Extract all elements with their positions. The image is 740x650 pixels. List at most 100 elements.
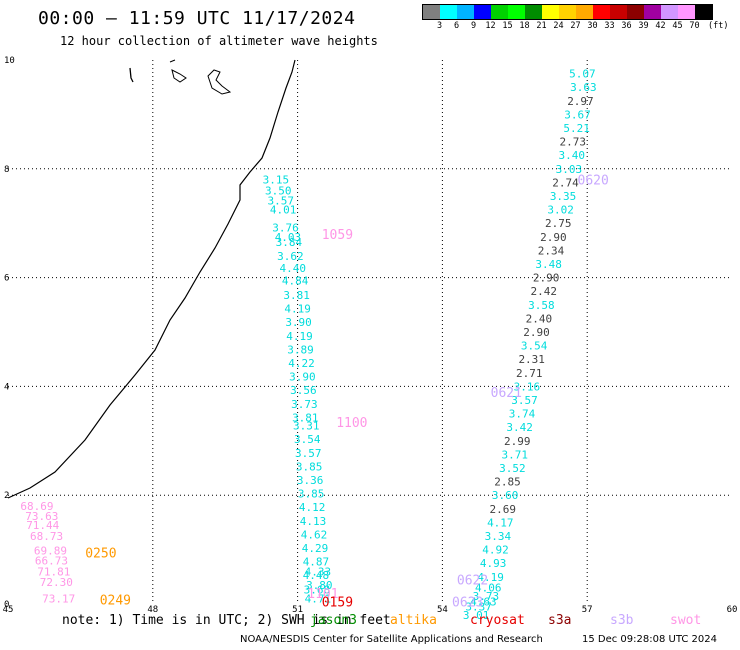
- wave-height-value: 2.69: [489, 503, 516, 516]
- wave-height-value: 3.58: [528, 299, 555, 312]
- wave-height-value: 68.73: [30, 530, 63, 543]
- color-swatch: [423, 5, 440, 19]
- coastline: [7, 59, 296, 499]
- wave-height-value: 3.84: [276, 236, 303, 249]
- wave-height-value: 3.73: [473, 590, 500, 603]
- wave-height-value: 3.74: [509, 408, 536, 421]
- wave-height-value: 2.42: [531, 285, 558, 298]
- y-tick-label: 4: [4, 382, 9, 392]
- satellite-legend-cryosat: cryosat: [470, 613, 525, 628]
- wave-height-value: 3.62: [277, 250, 304, 263]
- x-tick-label: 57: [582, 605, 593, 615]
- color-swatch: [644, 5, 661, 19]
- wave-height-value: 3.68: [304, 583, 331, 596]
- x-tick-label: 60: [727, 605, 738, 615]
- wave-height-value: 3.90: [285, 316, 312, 329]
- wave-height-value: 4.12: [299, 501, 326, 514]
- wave-height-value: 2.85: [494, 476, 521, 489]
- y-tick-label: 0: [4, 600, 9, 610]
- wave-height-value: 4.48: [303, 569, 330, 582]
- color-swatch: [525, 5, 542, 19]
- wave-height-value: 3.36: [297, 474, 324, 487]
- track-time-label: 0159: [322, 595, 353, 610]
- wave-height-value: 3.01: [463, 609, 490, 622]
- track-time-label: 0622: [457, 574, 488, 589]
- wave-height-value: 3.57: [511, 394, 538, 407]
- wave-height-value: 4.93: [480, 557, 507, 570]
- color-swatch: [661, 5, 678, 19]
- x-tick-label: 48: [147, 605, 158, 615]
- wave-height-value: 3.73: [291, 398, 318, 411]
- wave-height-value: 3.34: [485, 530, 512, 543]
- wave-height-value: 68.69: [20, 500, 53, 513]
- color-scale-label: 70: [689, 21, 700, 31]
- wave-height-value: 2.97: [567, 95, 594, 108]
- wave-height-value: 2.90: [523, 326, 550, 339]
- wave-height-value: 3.67: [564, 108, 591, 121]
- satellite-legend-altika: altika: [390, 613, 437, 628]
- wave-height-value: 2.34: [538, 244, 565, 257]
- wave-height-value: 4.03: [275, 231, 302, 244]
- wave-height-value: 5.21: [563, 122, 590, 135]
- color-scale-bar: [422, 4, 713, 20]
- wave-height-value: 3.15: [263, 174, 290, 187]
- satellite-legend-swot: swot: [670, 613, 702, 628]
- credit-line: NOAA/NESDIS Center for Satellite Applica…: [240, 634, 543, 645]
- track-time-label: 1101: [307, 587, 338, 602]
- wave-height-value: 3.50: [265, 185, 292, 198]
- grid-lines: [8, 60, 732, 604]
- island-1: [129, 67, 134, 83]
- color-scale-label: 45: [672, 21, 683, 31]
- wave-height-value: 4.13: [300, 515, 327, 528]
- color-scale-label: 39: [638, 21, 649, 31]
- wave-height-value: 3.52: [499, 462, 526, 475]
- color-swatch: [695, 5, 712, 19]
- wave-height-value: 71.81: [37, 565, 70, 578]
- color-swatch: [678, 5, 695, 19]
- wave-height-value: 3.71: [502, 448, 529, 461]
- track-time-label: 0621: [491, 386, 522, 401]
- color-swatch: [542, 5, 559, 19]
- wave-height-value: 66.73: [35, 554, 68, 567]
- wave-height-value: 4.17: [487, 516, 514, 529]
- wave-height-value: 3.31: [293, 420, 320, 433]
- color-scale-label: 30: [587, 21, 598, 31]
- color-scale-label: 6: [453, 21, 460, 31]
- axis-tick-labels: 45 48 51 54 57 60 0 2 4 6 8 10: [3, 56, 738, 615]
- satellite-legend-s3a: s3a: [548, 613, 572, 628]
- wave-height-value: 3.40: [559, 149, 586, 162]
- track-time-label: 1059: [322, 228, 353, 243]
- color-scale-unit: (ft): [708, 21, 729, 31]
- color-scale-label: 24: [553, 21, 564, 31]
- wave-height-value: 4.71: [305, 593, 332, 606]
- wave-height-value: 2.71: [516, 367, 543, 380]
- wave-height-value: 4.92: [482, 544, 509, 557]
- track-time-label: 0620: [578, 174, 609, 189]
- wave-height-value: 4.06: [475, 582, 502, 595]
- wave-height-value: 3.56: [290, 384, 317, 397]
- color-swatch: [491, 5, 508, 19]
- wave-height-value: 4.22: [288, 357, 315, 370]
- wave-height-value: 3.57: [295, 447, 322, 460]
- track-time-label: 0250: [85, 546, 116, 561]
- wave-height-value: 3.42: [506, 421, 533, 434]
- color-swatch: [593, 5, 610, 19]
- wave-height-value: 3.85: [298, 488, 325, 501]
- y-tick-label: 10: [4, 56, 15, 66]
- wave-height-value: 4.19: [477, 571, 504, 584]
- wave-height-value: 3.35: [550, 190, 577, 203]
- color-scale-label: 42: [655, 21, 666, 31]
- color-swatch: [610, 5, 627, 19]
- wave-height-value: 2.99: [504, 435, 531, 448]
- wave-height-value: 4.63: [470, 595, 497, 608]
- generated-timestamp: 15 Dec 09:28:08 UTC 2024: [582, 634, 717, 645]
- wave-height-value: 2.90: [533, 272, 560, 285]
- wave-height-value: 3.54: [521, 340, 548, 353]
- wave-height-value: 3.54: [294, 433, 321, 446]
- x-tick-label: 51: [292, 605, 303, 615]
- chart-title: 00:00 – 11:59 UTC 11/17/2024: [38, 8, 356, 29]
- wave-height-value: 4.40: [280, 262, 307, 275]
- color-scale-label: 27: [570, 21, 581, 31]
